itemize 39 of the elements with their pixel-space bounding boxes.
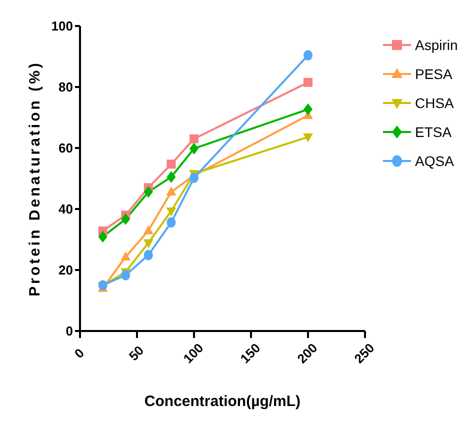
- point: [304, 50, 312, 60]
- y-tick-label: 20: [58, 262, 73, 278]
- point: [166, 217, 176, 228]
- x-tick-label: 200: [294, 340, 320, 366]
- y-tick-label: 0: [66, 324, 73, 339]
- point: [98, 230, 108, 243]
- x-tick-label: 0: [71, 345, 88, 362]
- x-tick-label: 250: [351, 340, 378, 366]
- point: [166, 171, 176, 183]
- x-tick-label: 150: [237, 340, 264, 366]
- y-tick-label: 40: [58, 202, 73, 217]
- point: [303, 133, 313, 142]
- legend-label: Aspirin: [415, 36, 458, 52]
- point: [143, 239, 154, 248]
- point: [304, 103, 312, 116]
- point: [190, 142, 198, 154]
- x-tick-label: 100: [180, 340, 206, 366]
- legend-label: AQSA: [415, 152, 454, 168]
- legend-label: CHSA: [415, 94, 454, 110]
- point: [144, 186, 153, 198]
- point: [121, 270, 130, 280]
- y-axis-title: Protein Denaturation (%): [26, 60, 44, 296]
- point: [190, 172, 198, 184]
- point: [166, 160, 176, 169]
- point: [166, 208, 176, 217]
- x-axis-title: Concentration(µg/mL): [144, 393, 301, 410]
- y-tick-label: 100: [51, 18, 73, 34]
- point: [304, 78, 312, 87]
- y-tick-label: 80: [58, 80, 73, 95]
- point: [144, 250, 153, 260]
- y-tick-label: 60: [58, 140, 73, 156]
- point: [190, 134, 198, 144]
- point: [143, 225, 154, 234]
- x-tick-label: 50: [126, 342, 147, 364]
- legend-label: PESA: [415, 66, 452, 82]
- point: [121, 213, 130, 225]
- point: [120, 251, 131, 260]
- point: [166, 186, 176, 196]
- legend-label: ETSA: [415, 124, 452, 140]
